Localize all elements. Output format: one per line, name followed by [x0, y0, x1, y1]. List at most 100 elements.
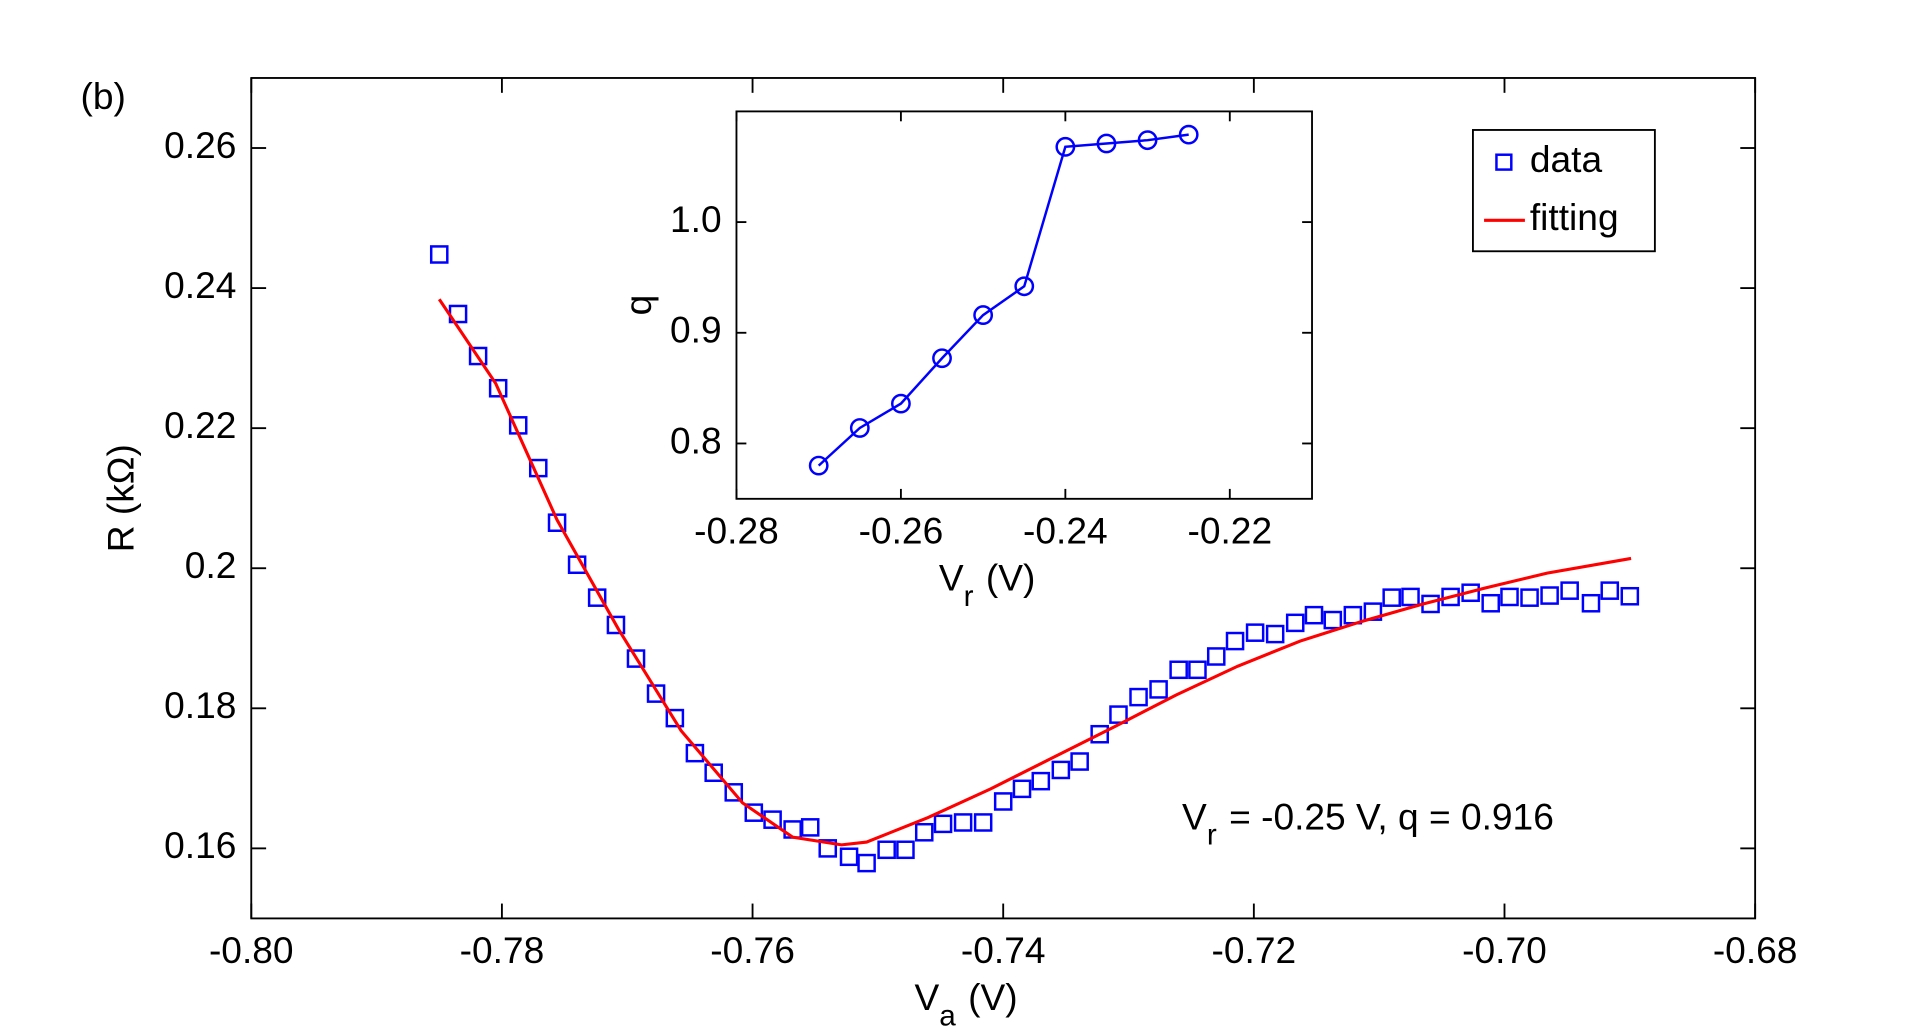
data-point — [808, 455, 829, 476]
x-tick-label: -0.72 — [1212, 929, 1297, 971]
x-tick-label: -0.24 — [1023, 509, 1108, 551]
panel-label: (b) — [80, 75, 125, 117]
data-point — [1149, 680, 1168, 699]
data-point — [606, 615, 626, 635]
data-point — [724, 783, 744, 802]
annotation-rest: = -0.25 V, q = 0.916 — [1229, 795, 1554, 837]
data-point — [914, 822, 934, 842]
data-point — [429, 245, 449, 264]
x-axis-label-main: V — [939, 556, 964, 598]
y-tick-label: 0.22 — [164, 404, 236, 446]
data-point — [1323, 610, 1343, 630]
data-point — [1206, 647, 1226, 666]
data-point — [626, 649, 646, 668]
data-point — [839, 847, 859, 867]
legend-label: data — [1530, 138, 1603, 180]
y-tick-label: 0.24 — [164, 264, 236, 306]
data-point — [973, 813, 993, 832]
y-tick-label: 0.9 — [670, 309, 722, 351]
data-point — [646, 684, 666, 703]
data-point — [1070, 752, 1089, 771]
x-tick-label: -0.80 — [209, 929, 294, 971]
data-point — [1188, 660, 1207, 680]
legend-marker — [1495, 153, 1513, 171]
legend-label: fitting — [1530, 196, 1619, 238]
plot-area — [735, 110, 1313, 500]
annotation: Vr = -0.25 V, q = 0.916 — [1182, 795, 1554, 851]
data-point — [877, 840, 896, 860]
data-point — [1055, 136, 1076, 157]
y-axis-label: q — [617, 295, 659, 316]
data-point — [1265, 624, 1285, 644]
data-point — [1560, 581, 1579, 600]
annotation-main: V — [1182, 795, 1207, 837]
y-tick-label: 0.26 — [164, 124, 236, 166]
data-point — [1137, 130, 1158, 151]
x-axis-label-sub: r — [964, 580, 974, 613]
y-tick-label: 0.2 — [185, 544, 237, 586]
x-axis-label-rest: (V) — [986, 556, 1036, 598]
data-point — [1304, 605, 1324, 625]
data-point — [1285, 613, 1305, 633]
data-point — [1109, 705, 1128, 724]
data-point — [1382, 588, 1401, 607]
data-point — [896, 840, 915, 860]
x-tick-label: -0.74 — [961, 929, 1046, 971]
data-point — [704, 763, 723, 783]
data-point — [1540, 586, 1559, 605]
data-point — [547, 513, 567, 532]
data-point — [1012, 779, 1032, 799]
y-tick-label: 1.0 — [670, 198, 722, 240]
data-point — [1600, 581, 1620, 600]
data-point — [818, 839, 838, 858]
x-tick-label: -0.70 — [1462, 929, 1547, 971]
data-point — [1225, 631, 1245, 651]
data-point — [857, 853, 876, 873]
data-point — [1178, 124, 1199, 145]
data-point — [1129, 687, 1148, 707]
y-tick-label: 0.18 — [164, 684, 236, 726]
data-point — [1520, 588, 1539, 607]
data-point — [1031, 771, 1051, 791]
data-point — [665, 708, 685, 728]
data-point — [488, 378, 508, 398]
y-tick-label: 0.8 — [670, 419, 722, 461]
data-point — [800, 818, 820, 837]
x-axis-label-sub: a — [939, 999, 956, 1032]
y-tick-label: 0.16 — [164, 824, 236, 866]
data-point — [1090, 724, 1109, 744]
legend-box — [1472, 129, 1656, 253]
x-tick-label: -0.26 — [859, 509, 944, 551]
data-point — [1620, 586, 1640, 606]
data-point — [1014, 276, 1035, 297]
x-tick-label: -0.22 — [1187, 509, 1272, 551]
data-point — [1169, 660, 1188, 680]
data-point — [1500, 587, 1519, 607]
series-line — [817, 133, 1189, 467]
x-tick-label: -0.28 — [694, 509, 779, 551]
data-point — [1051, 760, 1071, 780]
data-point — [1581, 593, 1601, 613]
data-point — [933, 814, 953, 834]
x-axis-label-main: V — [914, 976, 939, 1018]
data-point — [1096, 133, 1117, 154]
annotation-sub: r — [1207, 819, 1217, 852]
data-point — [932, 348, 952, 369]
data-point — [993, 792, 1013, 811]
data-point — [1245, 623, 1265, 642]
data-point — [953, 813, 973, 832]
data-point — [973, 305, 994, 325]
x-axis-label-rest: (V) — [968, 976, 1018, 1018]
y-axis-label: R (kΩ) — [100, 444, 142, 552]
x-axis-label: Va (V) — [914, 976, 1017, 1032]
data-point — [468, 346, 488, 366]
x-tick-label: -0.76 — [710, 929, 795, 971]
data-point — [1481, 593, 1500, 613]
data-point — [849, 418, 870, 438]
x-tick-label: -0.68 — [1713, 929, 1798, 971]
data-point — [1441, 587, 1460, 607]
data-point — [744, 803, 764, 822]
data-point — [891, 393, 911, 414]
